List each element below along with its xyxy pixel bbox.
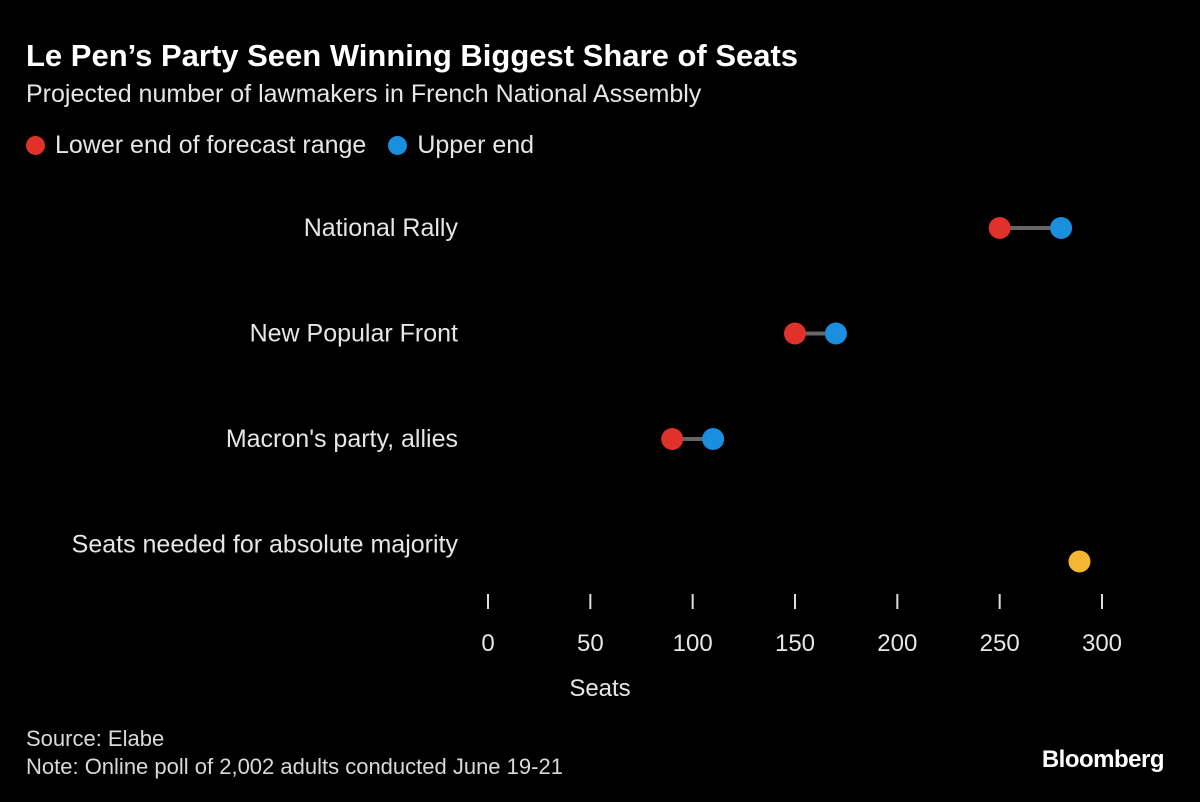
- legend-label-upper: Upper end: [417, 131, 535, 159]
- x-tick-label: 0: [481, 630, 494, 657]
- majority-point: [1068, 550, 1091, 573]
- x-tick-label: 100: [673, 630, 713, 657]
- x-tick-label: 300: [1082, 630, 1122, 657]
- legend-label-lower: Lower end of forecast range: [55, 131, 367, 159]
- x-tick-label: 50: [577, 630, 604, 657]
- upper-point: [702, 428, 725, 450]
- legend-swatch-lower: [26, 136, 45, 155]
- note-text: Note: Online poll of 2,002 adults conduc…: [26, 754, 563, 779]
- lower-point: [784, 322, 806, 345]
- legend-item-upper: Upper end: [388, 131, 534, 160]
- x-tick-label: 200: [877, 630, 917, 657]
- upper-point: [824, 322, 847, 345]
- legend-swatch-upper: [388, 136, 408, 155]
- category-label: Macron's party, allies: [226, 425, 458, 453]
- bloomberg-logo: Bloomberg: [1041, 746, 1165, 773]
- legend-item-lower: Lower end of forecast range: [26, 131, 366, 160]
- upper-point: [1050, 217, 1073, 239]
- lower-point: [988, 217, 1011, 239]
- x-tick-label: 250: [980, 630, 1020, 657]
- category-label: New Popular Front: [250, 320, 458, 348]
- legend: Lower end of forecast range Upper end: [26, 131, 556, 160]
- chart-title: Le Pen’s Party Seen Winning Biggest Shar…: [26, 38, 799, 73]
- lower-point: [661, 428, 684, 450]
- chart-subtitle: Projected number of lawmakers in French …: [26, 80, 702, 108]
- x-tick-label: 150: [775, 630, 815, 657]
- source-text: Source: Elabe: [26, 726, 165, 751]
- footer: Source: Elabe Note: Online poll of 2,002…: [26, 725, 563, 781]
- category-label: Seats needed for absolute majority: [72, 531, 459, 559]
- category-label: National Rally: [304, 214, 459, 242]
- x-axis-label: Seats: [569, 675, 630, 702]
